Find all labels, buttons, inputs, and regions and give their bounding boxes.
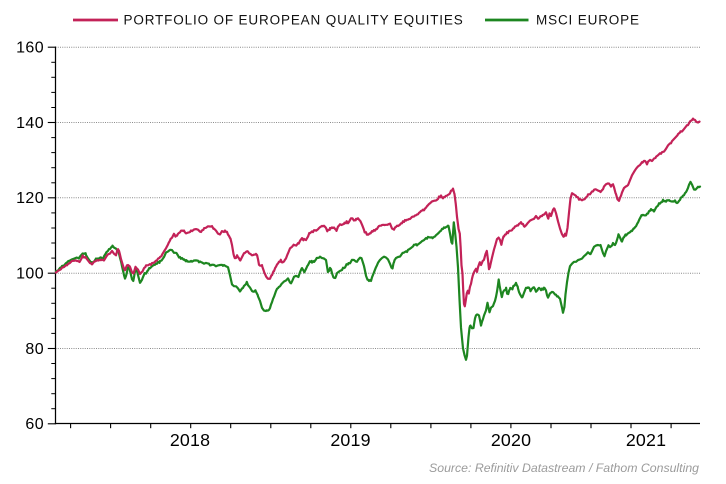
svg-text:MSCI EUROPE: MSCI EUROPE <box>536 13 640 28</box>
svg-text:2019: 2019 <box>330 430 370 450</box>
svg-text:2018: 2018 <box>170 430 210 450</box>
svg-text:140: 140 <box>16 115 44 132</box>
svg-text:120: 120 <box>16 190 44 207</box>
svg-text:60: 60 <box>25 416 44 433</box>
svg-text:100: 100 <box>16 266 44 283</box>
svg-text:2020: 2020 <box>491 430 531 450</box>
svg-text:PORTFOLIO OF EUROPEAN QUALITY: PORTFOLIO OF EUROPEAN QUALITY EQUITIES <box>124 13 464 28</box>
svg-text:Source: Refinitiv Datastream /: Source: Refinitiv Datastream / Fathom Co… <box>429 461 699 475</box>
svg-text:2021: 2021 <box>626 430 666 450</box>
svg-text:80: 80 <box>25 341 44 358</box>
svg-text:160: 160 <box>16 40 44 57</box>
